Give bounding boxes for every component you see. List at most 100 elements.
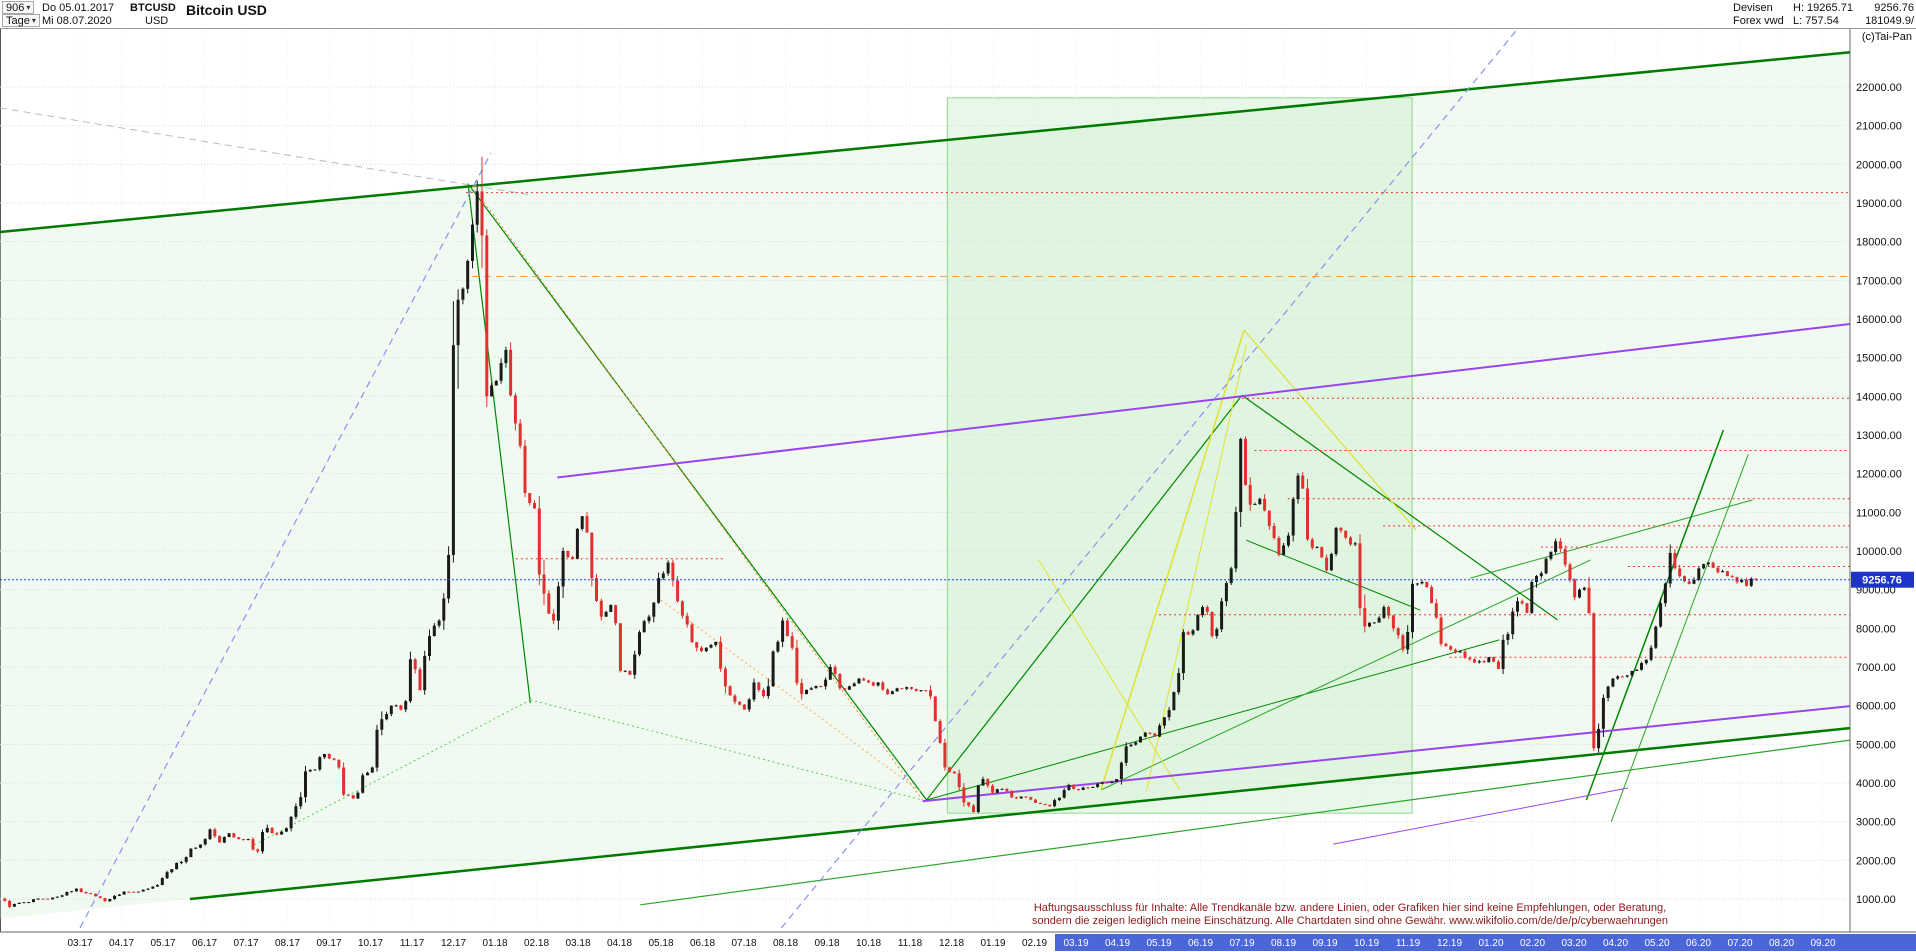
month-label: 03.18	[565, 938, 590, 949]
month-label: 10.18	[856, 938, 881, 949]
shaded-zones-layer	[0, 52, 1850, 919]
disclaimer-line1: Haftungsausschluss für Inhalte: Alle Tre…	[1033, 902, 1667, 914]
month-label: 05.20	[1644, 938, 1669, 949]
price-label: 3000.00	[1856, 817, 1896, 829]
feed-label: Devisen	[1733, 2, 1773, 14]
month-label: 04.17	[109, 938, 134, 949]
annotation-uptrend-2019-long	[1100, 559, 1591, 791]
price-label: 20000.00	[1856, 159, 1902, 171]
annotation-yellow-rally-2	[1146, 344, 1247, 792]
price-label: 18000.00	[1856, 237, 1902, 249]
annotation-downtrend-2018-orange2	[660, 599, 923, 794]
month-label: 06.18	[690, 938, 715, 949]
disclaimer-line2: sondern die zeigen lediglich meine Einsc…	[1032, 915, 1668, 927]
grid-layer	[0, 28, 1850, 932]
month-label: 08.20	[1769, 938, 1794, 949]
price-label: 10000.00	[1856, 546, 1902, 558]
price-label: 14000.00	[1856, 391, 1902, 403]
chevron-down-icon: ▾	[31, 15, 36, 25]
month-label: 07.20	[1727, 938, 1752, 949]
month-label: 03.20	[1561, 938, 1586, 949]
price-label: 7000.00	[1856, 662, 1896, 674]
annotation-downtrend-2019	[1241, 394, 1558, 621]
month-label: 04.18	[607, 938, 632, 949]
price-label: 21000.00	[1856, 121, 1902, 133]
month-label: 06.17	[192, 938, 217, 949]
month-label: 05.17	[150, 938, 175, 949]
currency-label: USD	[145, 15, 169, 27]
annotation-uptrend-2019-flat	[926, 639, 1500, 801]
month-label: 12.18	[939, 938, 964, 949]
visible-range-band[interactable]	[1055, 934, 1916, 951]
annotation-gray-resistance	[0, 107, 531, 196]
price-label: 19000.00	[1856, 198, 1902, 210]
month-label: 01.19	[980, 938, 1005, 949]
trend-channel-fill	[0, 52, 1850, 919]
month-label: 08.19	[1271, 938, 1296, 949]
price-label: 17000.00	[1856, 275, 1902, 287]
annotation-support-2017-dotted	[254, 699, 531, 846]
annotation-upper-channel	[0, 50, 1851, 234]
volume-value: 181049.9/	[1865, 15, 1914, 27]
annotation-blue-trend-2017	[79, 152, 492, 929]
price-label: 15000.00	[1856, 353, 1902, 365]
annotation-yellow-cross	[1038, 559, 1181, 791]
price-label: 5000.00	[1856, 739, 1896, 751]
last-price-value: 9256.76	[1874, 2, 1914, 14]
candles-layer	[3, 156, 1758, 909]
month-label: 06.19	[1188, 938, 1213, 949]
taipan-copyright: (c)Tai-Pan	[1861, 31, 1912, 43]
month-label: 04.20	[1603, 938, 1628, 949]
annotation-crash-2018-steep	[467, 183, 531, 704]
high-value: H: 19265.71	[1793, 2, 1853, 14]
annotation-tops-line-2020	[1470, 499, 1753, 579]
price-label: 8000.00	[1856, 623, 1896, 635]
month-label: 07.19	[1229, 938, 1254, 949]
feed2-label: Forex vwd	[1733, 15, 1784, 27]
start-date-field[interactable]: Do 05.01.2017	[42, 2, 115, 14]
end-date-field[interactable]: Mi 08.07.2020	[42, 15, 112, 27]
trendlines-layer	[0, 30, 1851, 929]
price-label: 1000.00	[1856, 894, 1896, 906]
month-label: 04.19	[1105, 938, 1130, 949]
bars-count-dropdown[interactable]: 906 ▾	[2, 1, 35, 14]
annotation-violet-minor	[1333, 787, 1628, 845]
month-label: 11.19	[1396, 938, 1421, 949]
month-label: 09.20	[1810, 938, 1835, 949]
bars-count-value: 906	[6, 1, 25, 14]
annotation-downtrend-2019-inner	[1246, 539, 1421, 611]
chart-disclaimer: Haftungsausschluss für Inhalte: Alle Tre…	[930, 902, 1770, 928]
month-label: 09.18	[814, 938, 839, 949]
time-axis[interactable]: 03.17 04.17 05.17 06.17 07.17 08.17 09.17 10.17…	[67, 934, 1916, 951]
month-label: 12.17	[441, 938, 466, 949]
month-label: 02.19	[1022, 938, 1047, 949]
month-label: 05.18	[648, 938, 673, 949]
month-label: 02.20	[1520, 938, 1545, 949]
month-label: 07.18	[731, 938, 756, 949]
price-label: 13000.00	[1856, 430, 1902, 442]
month-label: 11.17	[400, 938, 425, 949]
month-label: 12.19	[1437, 938, 1462, 949]
annotation-lower-channel	[189, 726, 1851, 901]
annotation-violet-support	[922, 705, 1851, 803]
month-label: 11.18	[898, 938, 923, 949]
month-label: 09.17	[316, 938, 341, 949]
timeframe-dropdown[interactable]: Tage ▾	[2, 14, 40, 27]
price-label: 16000.00	[1856, 314, 1902, 326]
month-label: 02.18	[524, 938, 549, 949]
month-label: 08.17	[275, 938, 300, 949]
price-label: 4000.00	[1856, 778, 1896, 790]
annotation-downtrend-2018-orange	[471, 185, 923, 801]
month-label: 07.17	[233, 938, 258, 949]
month-label: 06.20	[1686, 938, 1711, 949]
month-label: 08.18	[773, 938, 798, 949]
low-value: L: 757.54	[1793, 15, 1839, 27]
price-label: 12000.00	[1856, 469, 1902, 481]
month-label: 10.19	[1354, 938, 1379, 949]
month-label: 03.19	[1063, 938, 1088, 949]
price-label: 2000.00	[1856, 855, 1896, 867]
current-price-tag	[1851, 571, 1914, 588]
price-label: 11000.00	[1856, 507, 1901, 519]
